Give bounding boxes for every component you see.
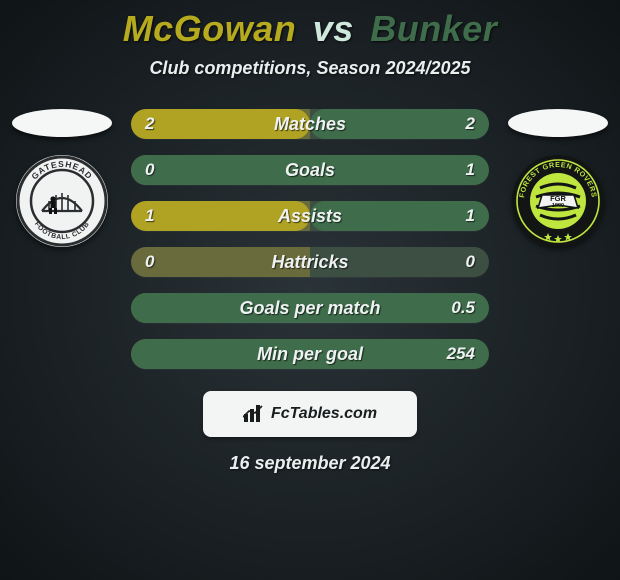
bar-fill-right [131, 293, 489, 323]
stat-row: 254Min per goal [131, 339, 489, 369]
date-label: 16 september 2024 [0, 453, 620, 474]
right-flag-icon [508, 109, 608, 137]
stat-row: 0.5Goals per match [131, 293, 489, 323]
player2-name: Bunker [370, 8, 497, 49]
svg-text:FGR: FGR [550, 194, 566, 203]
source-label: FcTables.com [271, 405, 377, 423]
stats-bars: 22Matches 01Goals 11Assists 00Hattricks 0.5G… [131, 109, 489, 369]
right-club-badge: FOREST GREEN ROVERS FGR 1889 [512, 155, 604, 247]
subtitle: Club competitions, Season 2024/2025 [0, 58, 620, 79]
bar-fill-right [310, 201, 489, 231]
bar-fill-left [131, 201, 310, 231]
bar-fill-right [131, 155, 489, 185]
right-side: FOREST GREEN ROVERS FGR 1889 [503, 109, 613, 247]
player1-name: McGowan [123, 8, 297, 49]
stat-row: 01Goals [131, 155, 489, 185]
comparison-title: McGowan vs Bunker [0, 0, 620, 50]
bar-track-right [310, 247, 489, 277]
stat-row: 00Hattricks [131, 247, 489, 277]
svg-text:1889: 1889 [552, 203, 564, 209]
chart-icon [243, 405, 265, 423]
left-side: GATESHEAD FOOTBALL CLUB [7, 109, 117, 247]
comparison-layout: GATESHEAD FOOTBALL CLUB 22Matches 01Goals… [0, 109, 620, 369]
bar-track-left [131, 247, 310, 277]
stat-row: 22Matches [131, 109, 489, 139]
stat-row: 11Assists [131, 201, 489, 231]
bar-fill-left [131, 109, 310, 139]
bar-fill-right [310, 109, 489, 139]
vs-label: vs [313, 8, 354, 49]
left-club-badge: GATESHEAD FOOTBALL CLUB [16, 155, 108, 247]
left-flag-icon [12, 109, 112, 137]
source-box: FcTables.com [203, 391, 417, 437]
bar-fill-right [131, 339, 489, 369]
